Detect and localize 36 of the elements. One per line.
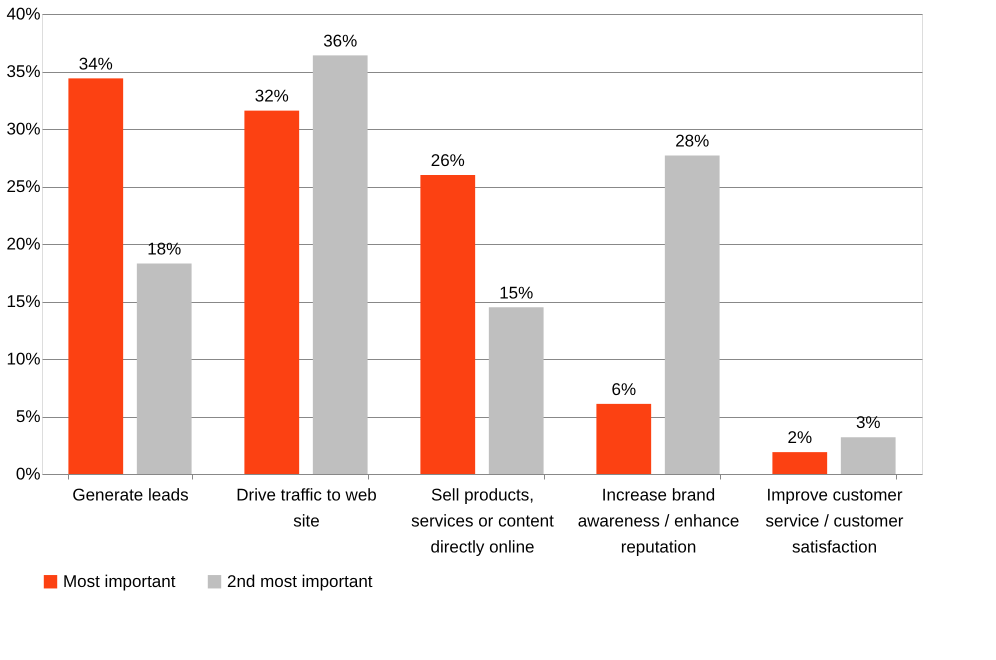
y-tick-label: 25% xyxy=(6,177,40,196)
y-tick-label: 15% xyxy=(6,292,40,311)
bar xyxy=(488,307,544,474)
y-tick-label: 30% xyxy=(6,120,40,138)
data-label: 26% xyxy=(430,151,465,170)
y-tick-label: 40% xyxy=(6,4,40,24)
x-tick-label: Drive traffic to web site xyxy=(236,486,377,530)
x-tick-label: Generate leads xyxy=(72,486,189,504)
bar xyxy=(420,175,476,474)
y-tick-label: 20% xyxy=(6,234,40,254)
y-tick-label: 0% xyxy=(16,464,40,484)
x-tick-label: Improve customer service / customer satisfaction xyxy=(766,486,904,556)
bar xyxy=(596,404,652,474)
bar xyxy=(664,155,720,474)
bar xyxy=(68,78,124,474)
y-tick-label: 35% xyxy=(6,62,40,81)
bar xyxy=(136,264,192,474)
bar xyxy=(244,110,300,474)
data-label: 6% xyxy=(611,380,636,399)
bar xyxy=(840,437,896,474)
bar xyxy=(772,452,828,474)
legend-label: 2nd most important xyxy=(227,572,373,591)
x-tick-label: Sell products, services or content directly online xyxy=(411,486,554,556)
data-label: 32% xyxy=(254,86,289,106)
y-tick-label: 10% xyxy=(6,350,40,368)
data-label: 3% xyxy=(856,413,881,432)
data-label: 36% xyxy=(323,31,358,50)
data-label: 15% xyxy=(499,283,534,302)
x-tick-label: Increase brand awareness / enhance reputation xyxy=(578,486,740,556)
bar xyxy=(312,55,368,474)
data-label: 2% xyxy=(787,428,812,448)
y-tick-label: 5% xyxy=(16,407,40,426)
data-label: 28% xyxy=(675,131,710,150)
legend-label: Most important xyxy=(63,572,176,591)
data-label: 34% xyxy=(78,54,113,74)
data-label: 18% xyxy=(147,240,182,259)
